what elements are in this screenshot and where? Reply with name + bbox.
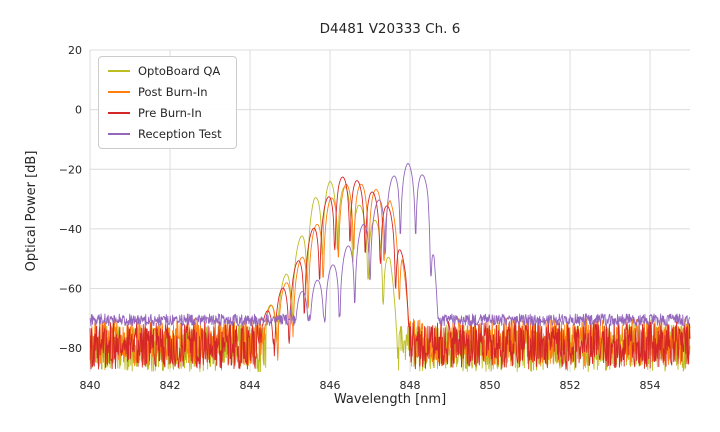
y-tick-label: 20 xyxy=(68,44,82,57)
y-tick-label: −80 xyxy=(59,342,82,355)
y-tick-label: −20 xyxy=(59,163,82,176)
y-tick-label: −40 xyxy=(59,223,82,236)
legend-line-optoboard-qa xyxy=(108,70,130,72)
y-tick-label: 0 xyxy=(75,104,82,117)
legend-label: Post Burn-In xyxy=(138,85,208,99)
legend-line-pre-burn-in xyxy=(108,112,130,114)
legend-label: Pre Burn-In xyxy=(138,106,202,120)
x-tick-label: 844 xyxy=(240,379,261,392)
legend-item-optoboard-qa: OptoBoard QA xyxy=(108,64,222,78)
x-tick-label: 848 xyxy=(400,379,421,392)
series-line-3 xyxy=(89,163,691,327)
x-axis-label: Wavelength [nm] xyxy=(333,392,447,407)
chart-title: D4481 V20333 Ch. 6 xyxy=(319,21,461,37)
legend-item-reception-test: Reception Test xyxy=(108,127,222,141)
y-tick-label: −60 xyxy=(59,283,82,296)
x-tick-label: 854 xyxy=(640,379,661,392)
legend: OptoBoard QA Post Burn-In Pre Burn-In Re… xyxy=(98,56,237,149)
legend-label: Reception Test xyxy=(138,127,222,141)
legend-item-post-burn-in: Post Burn-In xyxy=(108,85,222,99)
x-tick-label: 846 xyxy=(320,379,341,392)
x-tick-label: 842 xyxy=(160,379,181,392)
legend-line-post-burn-in xyxy=(108,91,130,93)
x-tick-label: 840 xyxy=(80,379,101,392)
legend-item-pre-burn-in: Pre Burn-In xyxy=(108,106,222,120)
x-tick-label: 852 xyxy=(560,379,581,392)
legend-line-reception-test xyxy=(108,133,130,135)
legend-label: OptoBoard QA xyxy=(138,64,221,78)
x-tick-label: 850 xyxy=(480,379,501,392)
series-line-2 xyxy=(89,176,691,370)
